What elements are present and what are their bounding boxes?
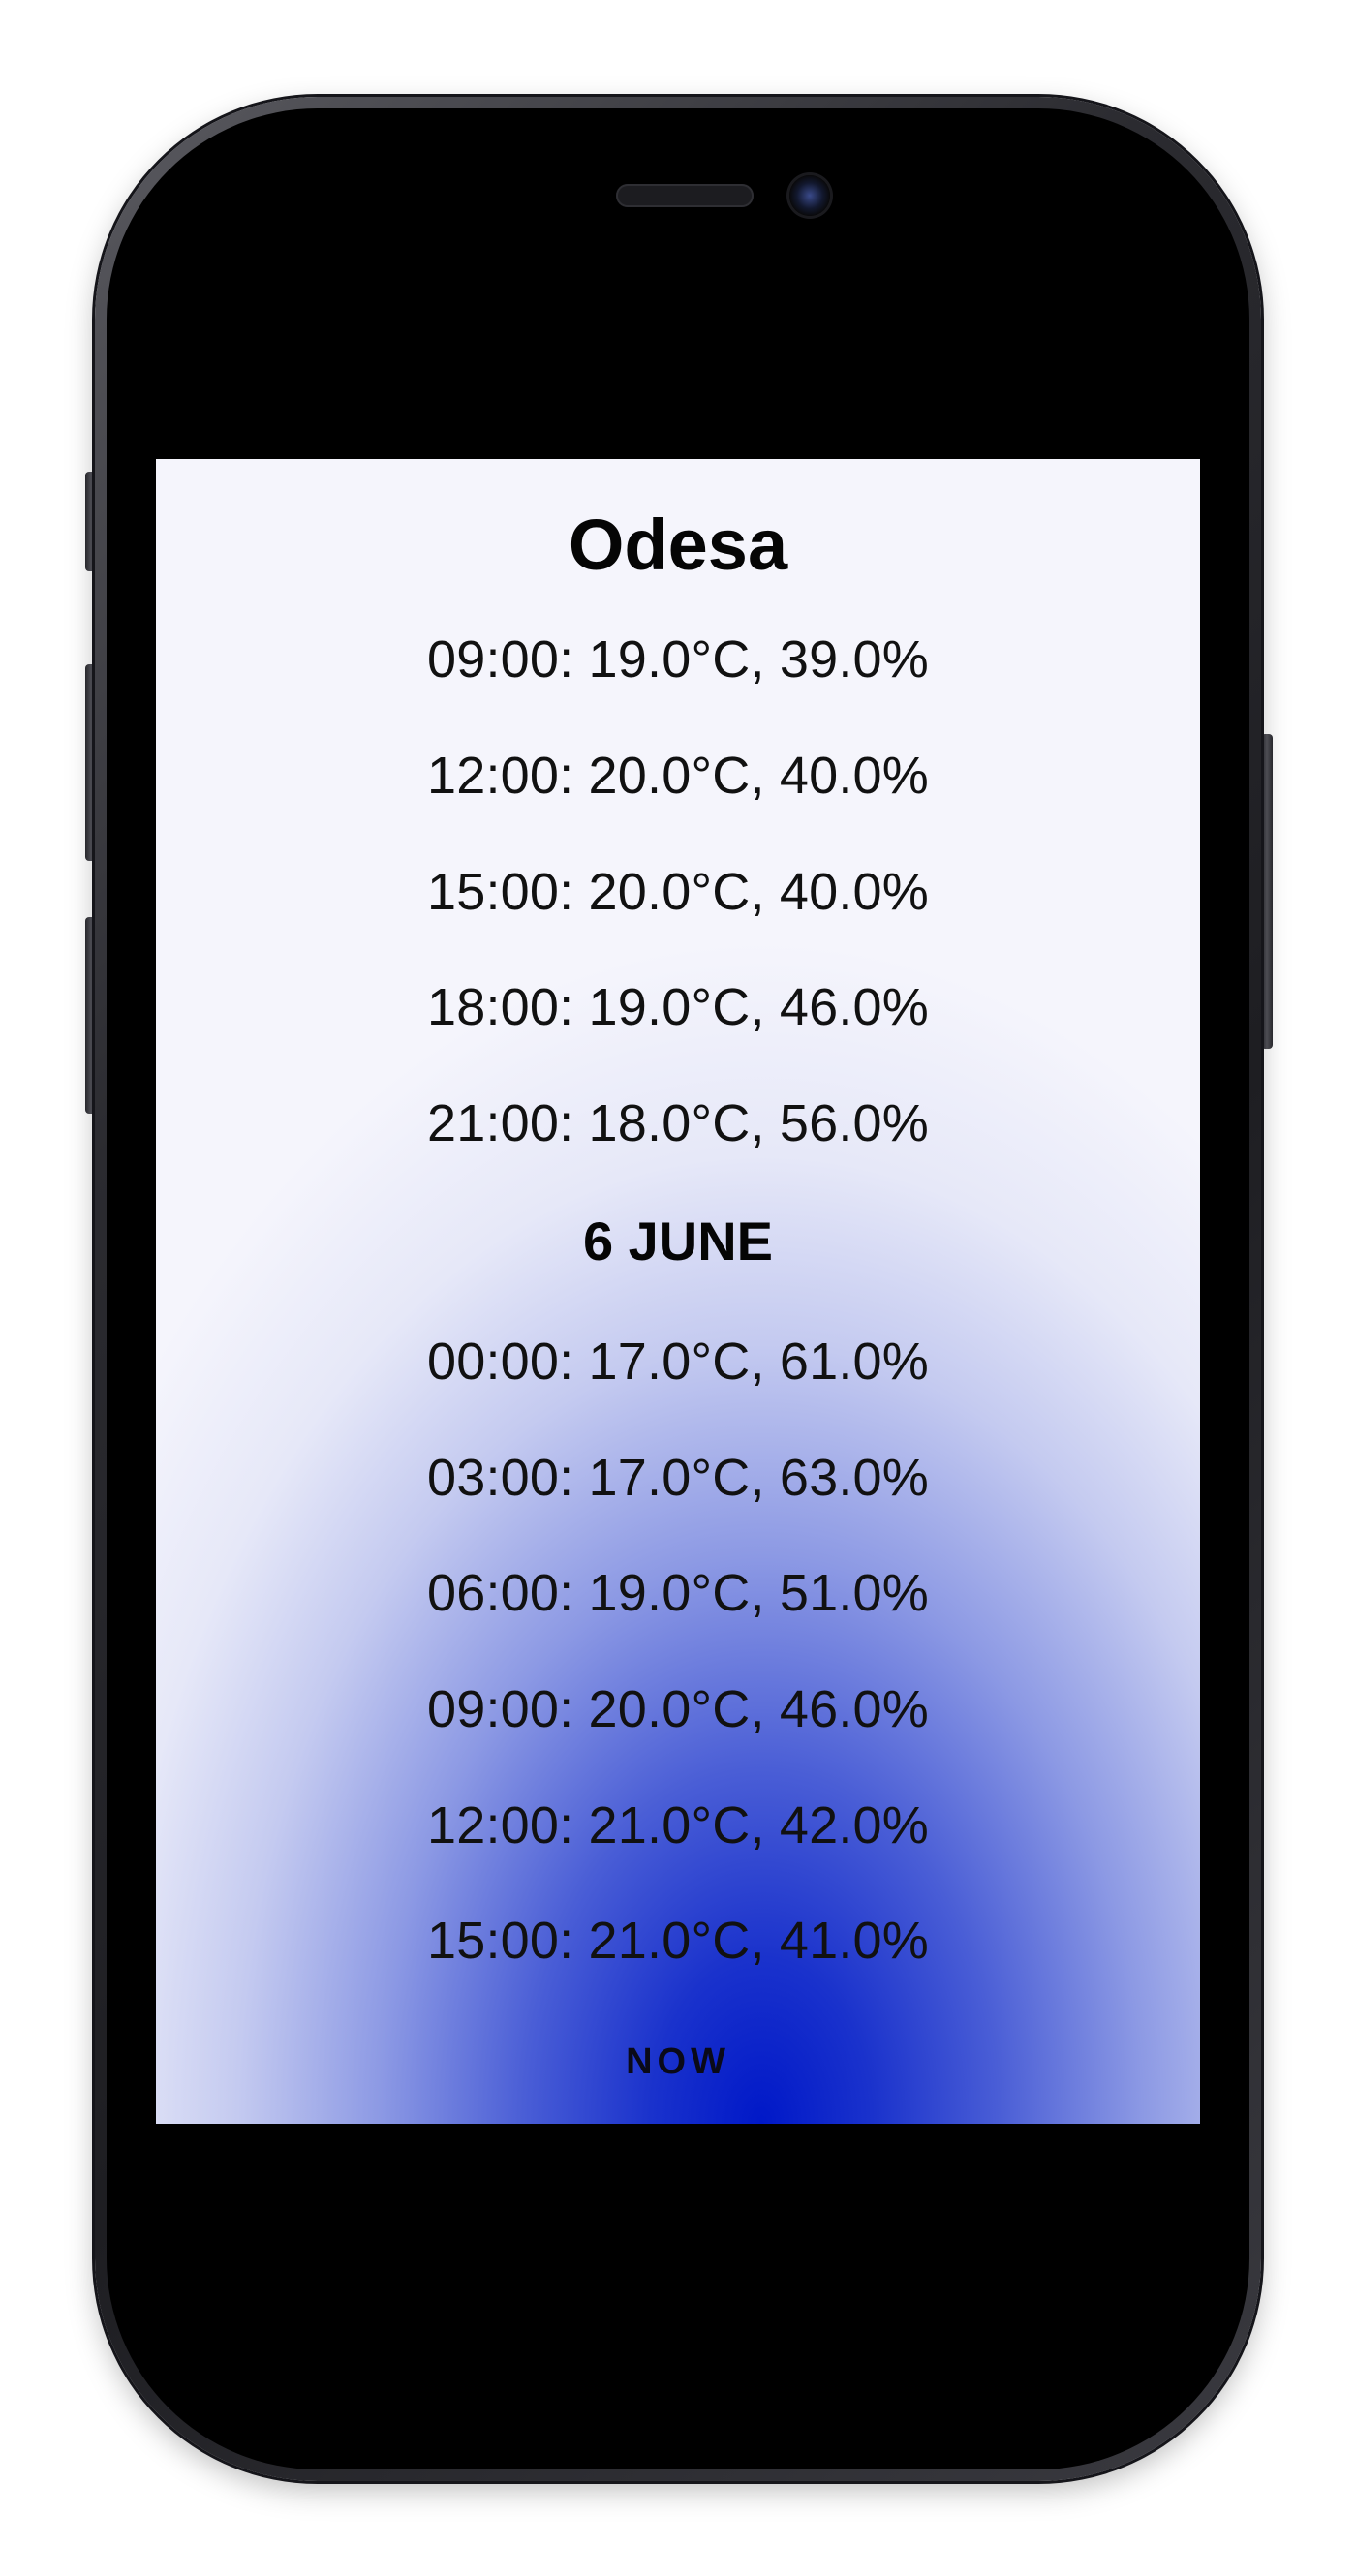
forecast-row: 18:00: 19.0°C, 46.0% — [427, 978, 929, 1036]
power-button — [1261, 734, 1273, 1049]
volume-up-button — [85, 664, 97, 861]
forecast-row: 21:00: 18.0°C, 56.0% — [427, 1094, 929, 1152]
forecast-row: 15:00: 21.0°C, 41.0% — [427, 1912, 929, 1970]
app-screen: Odesa 09:00: 19.0°C, 39.0% 12:00: 20.0°C… — [156, 459, 1200, 2124]
volume-down-button — [85, 917, 97, 1114]
forecast-row: 15:00: 20.0°C, 40.0% — [427, 863, 929, 921]
forecast-row: 00:00: 17.0°C, 61.0% — [427, 1333, 929, 1391]
front-camera-icon — [789, 175, 830, 216]
earpiece-speaker — [616, 184, 754, 207]
silent-switch — [85, 472, 97, 571]
forecast-row: 12:00: 20.0°C, 40.0% — [427, 747, 929, 805]
now-button[interactable]: NOW — [602, 2034, 754, 2091]
forecast-row: 09:00: 19.0°C, 39.0% — [427, 630, 929, 689]
forecast-row: 06:00: 19.0°C, 51.0% — [427, 1564, 929, 1622]
forecast-row: 03:00: 17.0°C, 63.0% — [427, 1449, 929, 1507]
date-heading: 6 JUNE — [582, 1211, 774, 1272]
city-title: Odesa — [568, 505, 788, 585]
forecast-row: 12:00: 21.0°C, 42.0% — [427, 1796, 929, 1855]
forecast-row: 09:00: 20.0°C, 46.0% — [427, 1680, 929, 1738]
